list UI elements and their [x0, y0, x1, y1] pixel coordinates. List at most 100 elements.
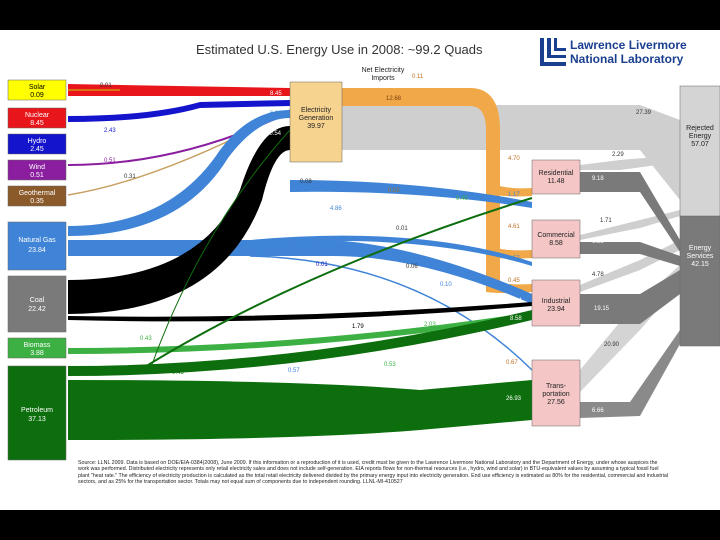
- flow-nuclear: [68, 84, 290, 96]
- source-boxes: [7, 79, 67, 461]
- flow-gas-transport: [249, 255, 533, 371]
- flow-label: 0.01: [316, 262, 328, 268]
- box-coal: [7, 275, 67, 333]
- flow-label: 0.40: [456, 196, 468, 202]
- flow-petroleum-transportation: [68, 380, 532, 440]
- label-services-line1: Energy: [689, 245, 712, 252]
- flow-label: 0.67: [506, 360, 518, 366]
- flow-label: 0.11: [412, 74, 424, 80]
- flow-biomass: [68, 312, 532, 354]
- flow-label: 1.71: [600, 218, 612, 224]
- flow-label: 0.01: [396, 226, 408, 232]
- flow-label: 0.51: [104, 158, 116, 164]
- flow-petroleum-residential: [139, 197, 533, 371]
- flow-label: 0.45: [508, 278, 520, 284]
- flow-petroleum-industrial: [68, 310, 532, 376]
- flow-hydro: [68, 100, 290, 122]
- box-nuclear: [7, 107, 67, 129]
- llnl-line1: Lawrence Livermore: [570, 38, 687, 52]
- flow-residential-services: [580, 172, 680, 252]
- flow-elec-residential: [486, 180, 532, 197]
- flow-commercial-services: [580, 242, 680, 266]
- slide: Solar 0.09 Nuclear 8.45 Hydro 2.45 Wind …: [0, 30, 720, 510]
- label-wind-name: Wind: [29, 164, 45, 171]
- flow-label: 2.03: [424, 322, 436, 328]
- flow-label: 0.43: [140, 336, 152, 342]
- box-services: [679, 215, 720, 347]
- box-electricity: [289, 81, 343, 163]
- label-services-line2: Services: [687, 253, 714, 260]
- flow-label: 8.45: [270, 91, 282, 97]
- flow-label: 2.29: [612, 152, 624, 158]
- label-electricity-line1: Electricity: [301, 107, 331, 114]
- label-nuclear-name: Nuclear: [25, 112, 50, 119]
- label-electricity-line2: Generation: [299, 115, 334, 122]
- page-title: Estimated U.S. Energy Use in 2008: ~99.2…: [196, 42, 483, 57]
- flow-label: 0.10: [440, 282, 452, 288]
- label-hydro-value: 2.45: [30, 146, 44, 153]
- flow-label: 20.54: [266, 131, 282, 137]
- flow-label: 8.58: [510, 316, 522, 322]
- flow-residential-rejected: [580, 155, 680, 170]
- label-commercial-name: Commercial: [537, 232, 575, 239]
- llnl-mark-icon: [540, 38, 566, 66]
- label-transportation-line2: portation: [542, 391, 569, 398]
- flow-label: 0.57: [508, 256, 520, 262]
- label-gas-value: 23.84: [28, 247, 46, 254]
- flow-label: 2.43: [104, 128, 116, 134]
- flow-label: 20.90: [604, 342, 620, 348]
- label-hydro-name: Hydro: [28, 138, 47, 145]
- label-transportation-value: 27.56: [547, 399, 565, 406]
- box-solar: [7, 79, 67, 101]
- llnl-wordmark: Lawrence Livermore National Laboratory: [570, 38, 687, 66]
- label-biomass-name: Biomass: [24, 342, 51, 349]
- box-net-imports: [350, 64, 416, 86]
- flow-transportation-services: [580, 330, 680, 418]
- box-transportation: [531, 359, 581, 427]
- source-note: Source: LLNL 2009. Data is based on DOE/…: [78, 460, 668, 486]
- label-gas-name: Natural Gas: [18, 237, 56, 244]
- box-rejected: [679, 85, 720, 219]
- flow-gas-electricity: [68, 110, 290, 236]
- flow-label: 9.18: [592, 176, 604, 182]
- box-biomass: [7, 337, 67, 359]
- label-residential-name: Residential: [539, 170, 574, 177]
- label-wind-value: 0.51: [30, 172, 44, 179]
- flow-label: 0.45: [172, 370, 184, 376]
- flow-label: 27.39: [636, 110, 652, 116]
- flow-label: 12.68: [386, 96, 402, 102]
- label-electricity-value: 39.97: [307, 123, 325, 130]
- flow-label: 26.93: [506, 396, 522, 402]
- label-petroleum-value: 37.13: [28, 416, 46, 423]
- flow-label: 19.15: [594, 306, 610, 312]
- flow-label: 4.61: [508, 224, 520, 230]
- label-commercial-value: 8.58: [549, 240, 563, 247]
- label-nuclear-value: 8.45: [30, 120, 44, 127]
- label-imports-line2: Imports: [371, 75, 395, 82]
- llnl-line2: National Laboratory: [570, 52, 684, 66]
- label-solar-name: Solar: [29, 84, 46, 91]
- flow-label: 4.70: [508, 156, 520, 162]
- flow-label: 1.17: [508, 192, 520, 198]
- flow-label: 0.01: [100, 83, 112, 89]
- label-services-value: 42.15: [691, 261, 709, 268]
- box-petroleum: [7, 365, 67, 461]
- flow-gas-residential: [290, 180, 532, 208]
- box-wind: [7, 159, 67, 181]
- label-rejected-line1: Rejected: [686, 125, 714, 132]
- flow-commercial-rejected: [580, 210, 680, 240]
- flow-label: 1.79: [352, 324, 364, 330]
- flow-label: 6.82: [270, 111, 282, 117]
- flow-label: 4.78: [592, 272, 604, 278]
- box-commercial: [531, 219, 581, 259]
- flow-label: 6.85: [592, 239, 604, 245]
- box-residential: [531, 159, 581, 195]
- label-geothermal-name: Geothermal: [19, 190, 56, 197]
- flow-industrial-services: [580, 270, 680, 324]
- flow-label: 4.86: [330, 206, 342, 212]
- flow-petroleum-electricity: [149, 129, 291, 371]
- label-rejected-value: 57.07: [691, 141, 709, 148]
- flow-label: 0.02: [388, 188, 400, 194]
- flow-label: 0.57: [288, 368, 300, 374]
- label-coal-name: Coal: [30, 297, 45, 304]
